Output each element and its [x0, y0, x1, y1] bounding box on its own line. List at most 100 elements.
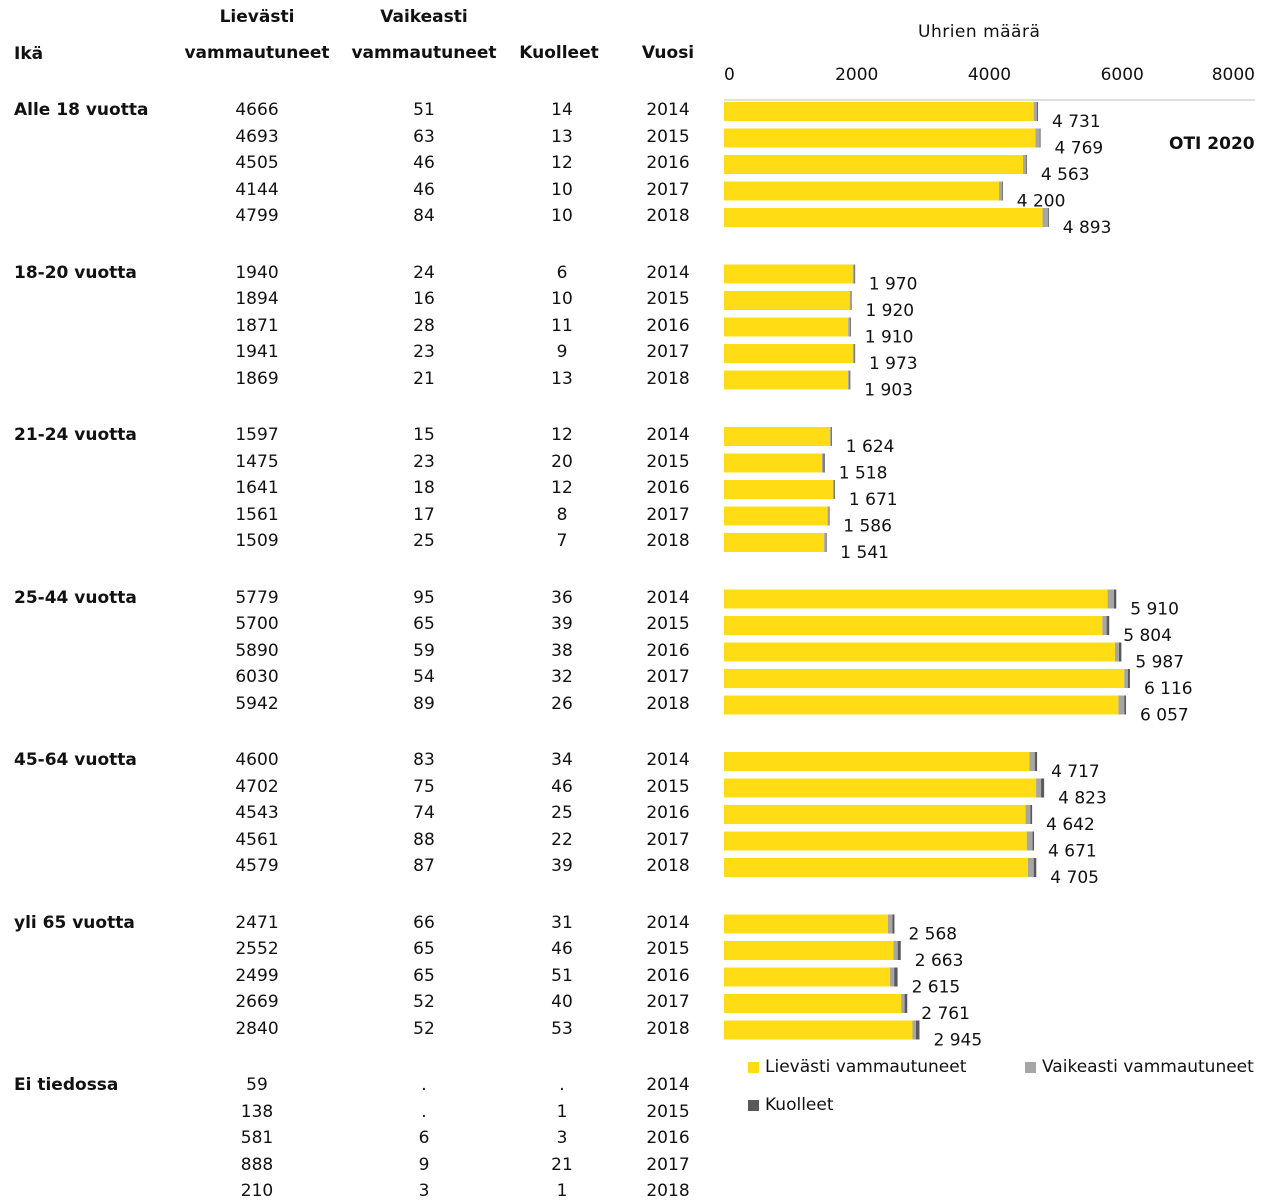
cell-severe: 54	[413, 667, 435, 687]
legend-label-severe: Vaikeasti vammautuneet	[1042, 1057, 1254, 1077]
cell-dead: 34	[551, 750, 573, 770]
bar-severe	[1035, 128, 1040, 148]
header-severe-line1: Vaikeasti	[380, 7, 468, 27]
bar-light	[724, 264, 853, 284]
bar-total-label: 1 910	[865, 328, 914, 348]
cell-severe: 65	[413, 939, 435, 959]
bar-dead	[1048, 208, 1049, 227]
cell-severe: 25	[413, 531, 435, 551]
cell-dead: 10	[551, 289, 573, 309]
legend-item-light: Lievästi vammautuneet	[748, 1057, 966, 1077]
cell-severe: .	[421, 1075, 427, 1095]
cell-light: 2552	[235, 939, 279, 959]
cell-severe: 89	[413, 693, 435, 714]
cell-year: 2014	[646, 750, 690, 770]
bar-total-label: 1 920	[865, 301, 914, 321]
bar-severe	[824, 533, 826, 552]
cell-light: 59	[246, 1075, 268, 1095]
cell-light: 4144	[235, 179, 279, 200]
cell-light: 2669	[235, 992, 279, 1012]
cell-light: 2840	[235, 1018, 279, 1039]
legend-label-light: Lievästi vammautuneet	[765, 1057, 967, 1077]
bar-light	[724, 805, 1026, 824]
bar-light	[724, 453, 822, 473]
cell-light: 4600	[235, 750, 279, 770]
cell-dead: 26	[551, 693, 573, 714]
bar-light	[724, 533, 825, 552]
cell-year: 2014	[646, 262, 690, 283]
cell-dead: 10	[551, 206, 573, 226]
bar-total-label: 1 671	[849, 490, 898, 510]
cell-dead: 32	[551, 667, 573, 687]
bar-severe	[1027, 858, 1034, 877]
cell-year: 2014	[646, 1075, 690, 1095]
cell-light: 581	[240, 1128, 274, 1148]
legend-item-severe: Vaikeasti vammautuneet	[1025, 1057, 1254, 1077]
bar-severe	[1023, 155, 1027, 174]
bar-light	[724, 208, 1043, 227]
bar-dead	[1118, 642, 1122, 662]
cell-severe: 21	[413, 368, 435, 389]
bar-dead	[1106, 616, 1110, 635]
bar-light	[724, 427, 831, 446]
bar-severe	[1107, 589, 1114, 609]
bar-light	[724, 941, 894, 960]
cell-light: 1561	[235, 504, 279, 525]
cell-year: 2015	[646, 776, 690, 797]
bar-dead	[1026, 155, 1027, 174]
cell-year: 2015	[646, 126, 690, 147]
bar-severe	[849, 291, 851, 310]
bar-light	[724, 994, 902, 1013]
header-age: Ikä	[14, 44, 44, 64]
x-tick-label: 6000	[1101, 65, 1144, 85]
bar-dead	[892, 914, 895, 934]
cell-severe: 83	[413, 750, 435, 770]
bar-severe	[1102, 616, 1107, 635]
cell-severe: 23	[413, 451, 435, 472]
cell-dead: 12	[551, 478, 573, 498]
cell-dead: 10	[551, 179, 573, 200]
cell-light: 4693	[235, 126, 279, 147]
bar-dead	[850, 317, 851, 337]
age-group-label: 25-44 vuotta	[14, 587, 137, 608]
age-group-label: 45-64 vuotta	[14, 750, 137, 770]
cell-severe: 59	[413, 640, 435, 661]
bar-dead	[1124, 695, 1127, 715]
cell-year: 2014	[646, 425, 690, 445]
cell-dead: 12	[551, 425, 573, 445]
cell-light: 4543	[235, 803, 279, 823]
bar-dead	[1127, 669, 1130, 688]
cell-year: 2016	[646, 803, 690, 823]
legend-swatch-light	[748, 1061, 759, 1073]
bar-severe	[827, 506, 829, 526]
bar-total-label: 1 541	[840, 543, 889, 563]
cell-severe: 65	[413, 614, 435, 634]
cell-severe: 87	[413, 856, 435, 876]
cell-year: 2015	[646, 614, 690, 634]
cell-light: 888	[240, 1154, 274, 1175]
cell-dead: 1	[556, 1101, 568, 1122]
age-group-label: 21-24 vuotta	[14, 425, 137, 445]
cell-light: 4561	[235, 829, 279, 850]
cell-year: 2016	[646, 1128, 690, 1148]
bar-total-label: 2 761	[921, 1004, 970, 1024]
legend-label-dead: Kuolleet	[765, 1095, 834, 1115]
cell-dead: 11	[551, 315, 573, 336]
cell-dead: 14	[551, 100, 573, 120]
header-year: Vuosi	[641, 43, 695, 63]
x-tick-label: 0	[724, 65, 735, 85]
cell-severe: 23	[413, 342, 435, 362]
bar-total-label: 2 663	[915, 951, 964, 971]
header-severe-line2: vammautuneet	[351, 43, 497, 63]
cell-year: 2015	[646, 451, 690, 472]
cell-light: 1940	[235, 262, 279, 283]
bar-light	[724, 589, 1108, 609]
cell-year: 2015	[646, 289, 690, 309]
cell-dead: 39	[551, 614, 573, 634]
cell-light: 6030	[235, 667, 279, 687]
cell-light: 5779	[235, 587, 279, 608]
bar-total-label: 6 116	[1144, 679, 1193, 699]
bar-light	[724, 1020, 913, 1040]
bar-light	[724, 669, 1125, 688]
bar-dead	[1034, 752, 1038, 771]
